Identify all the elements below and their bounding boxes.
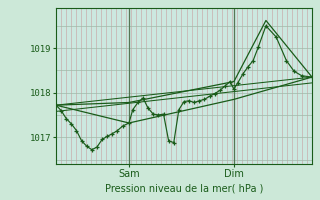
X-axis label: Pression niveau de la mer( hPa ): Pression niveau de la mer( hPa )	[105, 183, 263, 193]
